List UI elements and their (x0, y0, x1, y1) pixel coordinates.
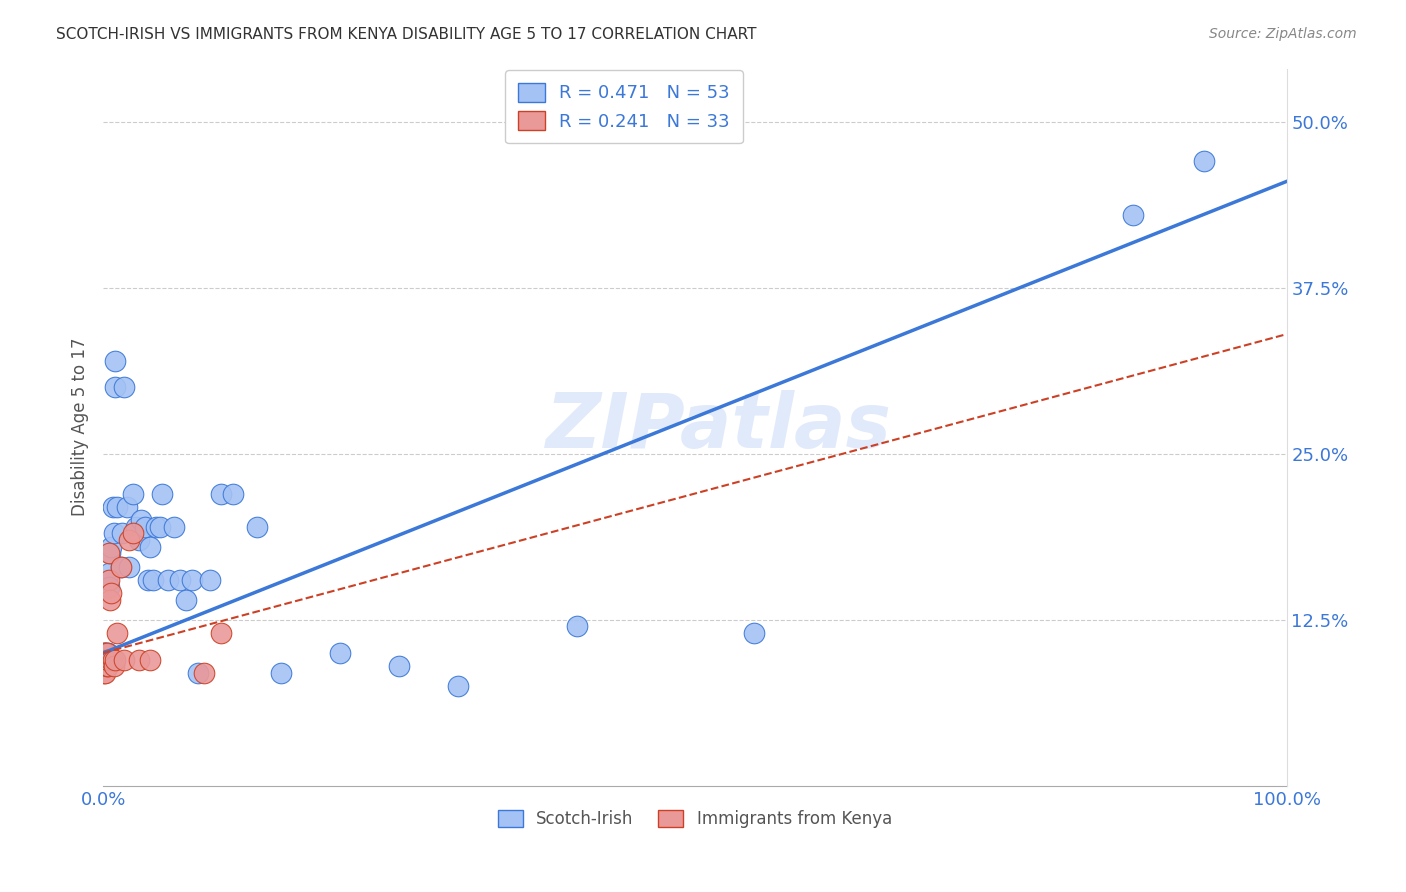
Y-axis label: Disability Age 5 to 17: Disability Age 5 to 17 (72, 338, 89, 516)
Point (97, 652, 120, 666)
Point (211, 486, 233, 500)
Point (101, 652, 124, 666)
Point (193, 665, 215, 680)
Point (93, 652, 115, 666)
Point (96, 646, 118, 660)
Legend: Scotch-Irish, Immigrants from Kenya: Scotch-Irish, Immigrants from Kenya (491, 804, 898, 835)
Point (93, 646, 115, 660)
Point (100, 540, 122, 554)
Point (96, 659, 118, 673)
Point (98, 546, 121, 560)
Point (111, 526, 134, 541)
Text: SCOTCH-IRISH VS IMMIGRANTS FROM KENYA DISABILITY AGE 5 TO 17 CORRELATION CHART: SCOTCH-IRISH VS IMMIGRANTS FROM KENYA DI… (56, 27, 756, 42)
Point (114, 652, 136, 666)
Point (121, 526, 143, 541)
Point (134, 520, 156, 534)
Point (98, 546, 121, 560)
Point (104, 353, 127, 368)
Point (93, 652, 115, 666)
Point (110, 559, 132, 574)
Point (447, 679, 470, 693)
Point (125, 520, 148, 534)
Point (187, 665, 209, 680)
Point (93, 646, 115, 660)
Point (94, 665, 117, 680)
Point (94, 652, 117, 666)
Point (128, 533, 150, 547)
Point (149, 520, 172, 534)
Point (97, 659, 120, 673)
Point (198, 573, 221, 587)
Point (96, 659, 118, 673)
Point (101, 500, 124, 514)
Point (157, 573, 180, 587)
Point (100, 586, 122, 600)
Point (115, 500, 138, 514)
Point (100, 652, 122, 666)
Point (174, 592, 197, 607)
Point (114, 380, 136, 394)
Point (121, 486, 143, 500)
Point (97, 652, 120, 666)
Point (270, 665, 292, 680)
Point (97, 646, 120, 660)
Point (94, 659, 117, 673)
Point (105, 500, 128, 514)
Point (136, 573, 159, 587)
Point (96, 652, 118, 666)
Point (139, 652, 162, 666)
Point (98, 592, 121, 607)
Point (105, 626, 128, 640)
Point (98, 580, 121, 594)
Point (1122, 208, 1144, 222)
Point (96, 652, 118, 666)
Point (94, 652, 117, 666)
Point (129, 513, 152, 527)
Point (139, 540, 162, 554)
Point (104, 380, 127, 394)
Point (98, 573, 121, 587)
Point (163, 520, 186, 534)
Point (246, 520, 269, 534)
Point (222, 486, 245, 500)
Point (96, 646, 118, 660)
Point (169, 573, 191, 587)
Point (103, 526, 125, 541)
Point (211, 626, 233, 640)
Point (94, 652, 117, 666)
Point (93, 652, 115, 666)
Point (180, 573, 202, 587)
Point (110, 559, 132, 574)
Point (93, 659, 115, 673)
Point (145, 520, 167, 534)
Point (103, 659, 125, 673)
Point (93, 665, 115, 680)
Point (329, 646, 352, 660)
Point (94, 646, 117, 660)
Point (104, 652, 127, 666)
Point (142, 573, 165, 587)
Point (118, 533, 141, 547)
Point (94, 652, 117, 666)
Point (94, 646, 117, 660)
Text: Source: ZipAtlas.com: Source: ZipAtlas.com (1209, 27, 1357, 41)
Point (1192, 154, 1215, 169)
Point (94, 652, 117, 666)
Point (128, 652, 150, 666)
Text: ZIPatlas: ZIPatlas (546, 390, 891, 464)
Point (388, 659, 411, 673)
Point (118, 559, 141, 574)
Point (98, 566, 121, 581)
Point (150, 486, 173, 500)
Point (565, 619, 588, 633)
Point (742, 626, 765, 640)
